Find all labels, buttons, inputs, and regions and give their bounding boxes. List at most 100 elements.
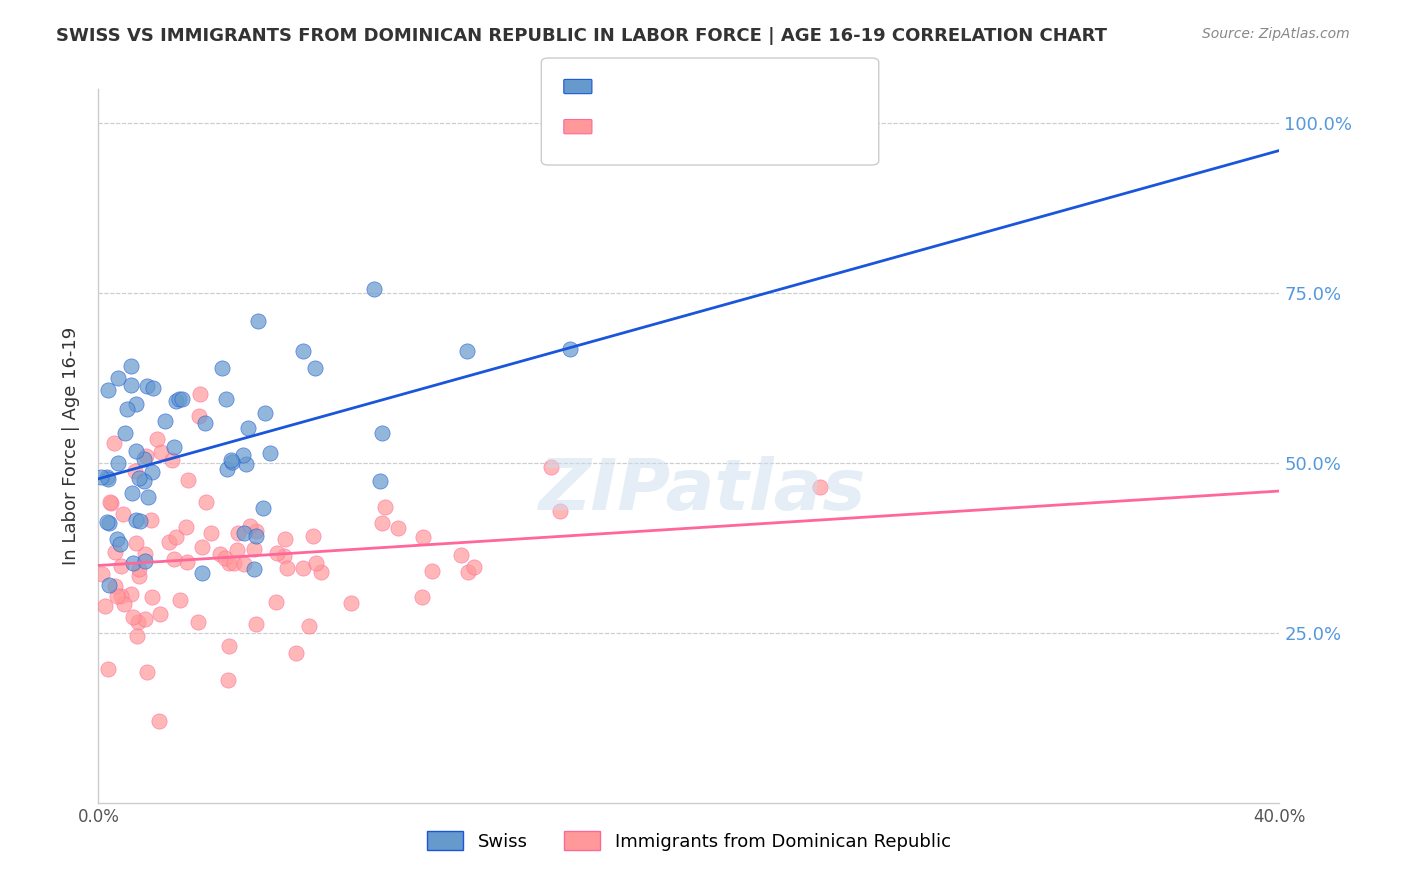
Point (245, 528, 267, 542)
Text: 82: 82 (737, 118, 762, 136)
Point (215, 462, 238, 476)
Point (374, 500, 396, 514)
Point (134, 554, 156, 568)
Point (124, 397, 146, 411)
Point (368, 474, 391, 488)
Point (371, 516, 394, 531)
Point (252, 501, 274, 516)
Text: 58: 58 (737, 78, 762, 95)
Text: R =: R = (602, 118, 636, 136)
Point (214, 551, 236, 566)
Point (132, 451, 155, 466)
Point (103, 436, 125, 450)
Point (291, 344, 314, 359)
Point (134, 612, 156, 626)
Point (208, 547, 231, 561)
Point (125, 513, 148, 527)
Point (114, 425, 136, 440)
Point (141, 590, 163, 604)
Point (548, 503, 571, 517)
Point (169, 392, 191, 406)
Text: 0.165: 0.165 (640, 118, 696, 136)
Point (127, 615, 149, 629)
Point (363, 282, 385, 296)
Point (187, 409, 209, 423)
Point (163, 552, 186, 566)
Point (387, 521, 409, 535)
Point (302, 529, 325, 543)
Point (560, 342, 582, 356)
Point (221, 455, 243, 469)
Point (125, 443, 148, 458)
Point (91, 566, 114, 581)
Point (149, 607, 172, 621)
Point (97, 383, 120, 397)
Point (274, 532, 297, 546)
Point (191, 541, 214, 555)
Point (150, 445, 173, 459)
Point (245, 616, 267, 631)
Point (136, 490, 159, 504)
Point (134, 547, 156, 561)
Point (463, 559, 485, 574)
Point (129, 514, 152, 528)
Point (273, 549, 295, 563)
Point (191, 566, 214, 580)
Legend: Swiss, Immigrants from Dominican Republic: Swiss, Immigrants from Dominican Republi… (420, 824, 957, 858)
Point (120, 587, 142, 601)
Point (176, 520, 198, 534)
Point (232, 526, 254, 541)
Point (218, 556, 240, 570)
Point (371, 425, 394, 440)
Point (157, 534, 180, 549)
Point (194, 416, 217, 430)
Point (340, 596, 363, 610)
Point (146, 432, 169, 446)
Point (217, 673, 239, 688)
Point (165, 394, 187, 409)
Point (247, 314, 270, 328)
Point (266, 546, 288, 560)
Point (412, 530, 434, 544)
Point (305, 557, 328, 571)
Point (162, 453, 184, 467)
Point (420, 564, 443, 578)
Point (90, 469, 112, 483)
Text: R =: R = (602, 78, 636, 95)
Point (135, 665, 157, 679)
Point (232, 558, 254, 572)
Point (96, 472, 118, 486)
Point (121, 486, 143, 500)
Point (226, 525, 249, 540)
Point (222, 556, 245, 570)
Point (172, 392, 194, 406)
Point (411, 591, 433, 605)
Point (96, 469, 118, 483)
Point (93, 599, 115, 613)
Point (163, 440, 186, 454)
Point (122, 556, 145, 570)
Point (112, 598, 135, 612)
Point (125, 535, 148, 549)
Point (187, 615, 209, 630)
Point (105, 589, 128, 603)
Point (239, 518, 262, 533)
Point (98, 516, 121, 530)
Point (135, 449, 157, 463)
Point (121, 609, 143, 624)
Point (266, 594, 288, 608)
Point (110, 558, 132, 573)
Point (128, 562, 150, 576)
Point (128, 569, 150, 583)
Point (104, 579, 127, 593)
Point (97, 578, 120, 592)
Point (96, 515, 118, 529)
Point (259, 446, 281, 460)
Point (105, 533, 128, 547)
Point (285, 646, 308, 660)
Point (97, 662, 120, 676)
Point (121, 377, 143, 392)
Point (121, 359, 143, 373)
Point (104, 545, 127, 559)
Point (188, 387, 211, 401)
